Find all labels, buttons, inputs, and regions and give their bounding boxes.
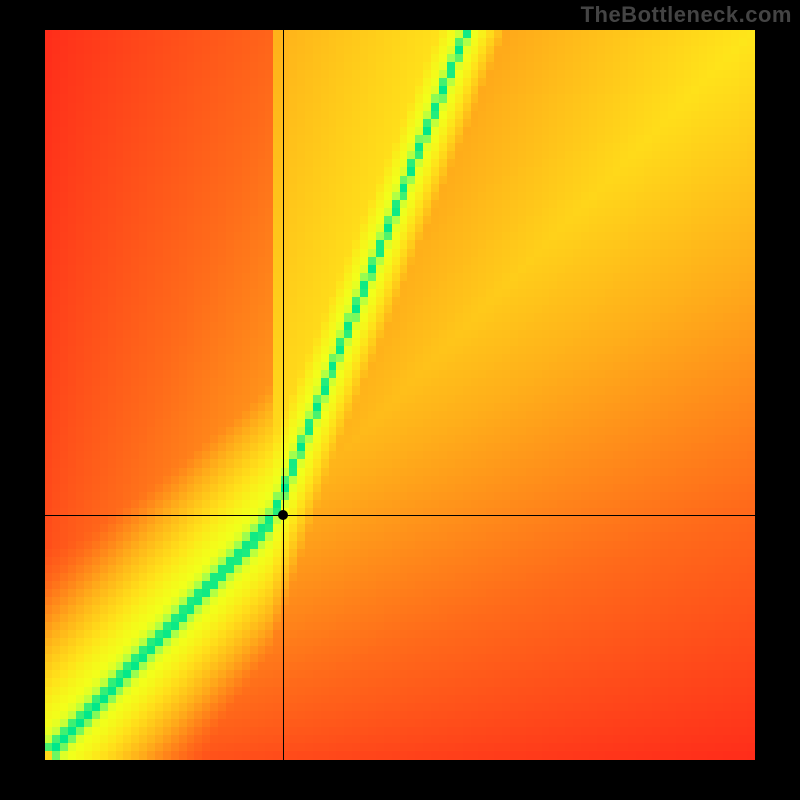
watermark-text: TheBottleneck.com [581, 2, 792, 28]
heatmap-plot [45, 30, 755, 760]
marker-dot [278, 510, 288, 520]
chart-container: TheBottleneck.com [0, 0, 800, 800]
heatmap-canvas [45, 30, 755, 760]
crosshair-horizontal [45, 515, 755, 516]
crosshair-vertical [283, 30, 284, 760]
